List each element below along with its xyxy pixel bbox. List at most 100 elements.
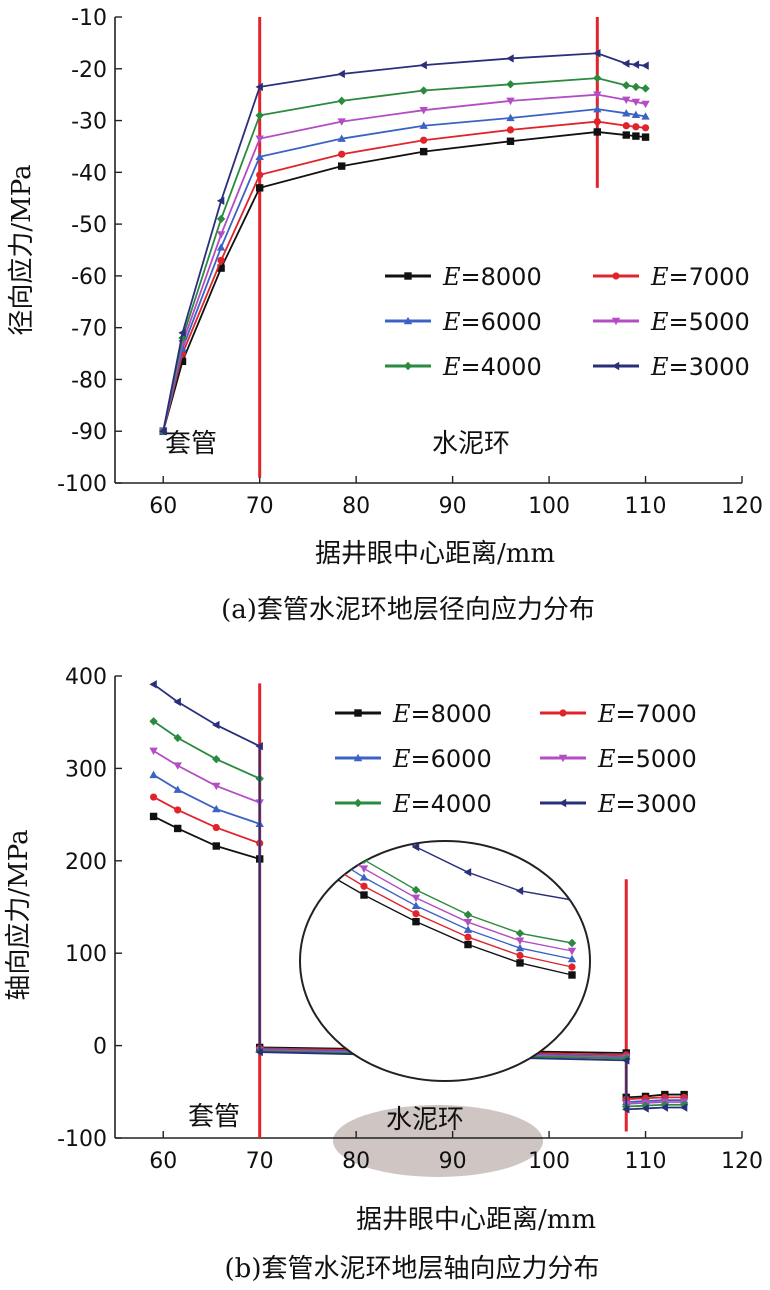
data-point-E8000 (641, 133, 650, 141)
data-point-zoom-E5000 (567, 947, 577, 956)
x-tick-label: 90 (439, 1149, 467, 1174)
x-axis-label: 据井眼中心距离/mm (315, 539, 555, 569)
legend-label-E6000: E=6000 (392, 745, 492, 773)
x-tick-label: 80 (342, 1149, 370, 1174)
data-point-E8000 (174, 824, 182, 833)
data-point-E6000 (149, 770, 158, 779)
data-point-legend-E4000 (403, 361, 413, 371)
data-point-E4000 (216, 214, 226, 224)
legend-label-E3000: E=3000 (597, 790, 697, 818)
x-axis-label: 据井眼中心距离/mm (356, 1205, 596, 1235)
data-point-E6000 (631, 110, 641, 119)
data-point-E7000 (217, 256, 225, 264)
data-point-zoom-E8000 (308, 861, 316, 869)
legend-label-E4000: E=4000 (392, 790, 492, 818)
legend-label-E7000: E=7000 (597, 700, 697, 728)
data-point-zoom-E3000 (308, 776, 315, 784)
legend-label-E4000: E=4000 (442, 353, 542, 381)
data-point-E3000 (660, 1103, 669, 1112)
data-point-E5000 (506, 97, 515, 106)
data-point-zoom-E7000 (412, 910, 420, 918)
data-point-legend-E6000 (403, 316, 413, 325)
data-point-zoom-E4000 (308, 821, 316, 829)
y-tick-label: -50 (71, 213, 107, 238)
data-point-legend-E7000 (559, 709, 567, 717)
data-point-E4000 (622, 81, 631, 90)
data-point-E8000 (178, 357, 187, 366)
region-label-cement: 水泥环 (432, 429, 510, 459)
legend-label-E5000: E=5000 (597, 745, 697, 773)
data-point-zoom-E4000 (463, 910, 473, 919)
legend-label-E3000: E=3000 (650, 353, 750, 381)
data-point-zoom-E8000 (464, 940, 472, 949)
x-tick-label: 110 (625, 1149, 667, 1174)
axial-stress-chart: 400 300 200 100 0 -100 60 70 80 90 100 110 120 E=800… (4, 665, 763, 1284)
data-point-E5000 (216, 231, 226, 239)
x-tick-label: 100 (528, 494, 570, 519)
y-tick-label: 200 (65, 850, 107, 875)
data-point-zoom-E4000 (411, 885, 421, 895)
y-tick-label: -60 (71, 265, 107, 290)
x-tick-label: 110 (625, 494, 667, 519)
data-point-E6000 (216, 243, 226, 251)
data-point-legend-E8000 (354, 709, 362, 717)
y-tick-label: -40 (71, 161, 107, 186)
data-point-zoom-E5000 (308, 832, 316, 839)
data-point-E4000 (149, 717, 158, 726)
data-point-E7000 (174, 806, 182, 814)
data-point-E5000 (149, 747, 158, 756)
data-point-E5000 (255, 135, 264, 143)
legend-label-E8000: E=8000 (442, 263, 542, 291)
data-point-zoom-E5000 (515, 937, 525, 945)
data-point-legend-E6000 (353, 753, 363, 762)
data-point-E3000 (255, 82, 263, 92)
data-point-E4000 (506, 80, 515, 89)
data-point-E5000 (631, 98, 641, 107)
data-point-E6000 (212, 804, 221, 813)
data-point-zoom-E3000 (515, 886, 524, 896)
y-tick-label: 400 (65, 665, 107, 690)
data-point-E7000 (632, 123, 640, 131)
data-point-E8000 (337, 162, 346, 170)
data-point-E8000 (622, 131, 630, 139)
y-tick-label: -100 (57, 472, 107, 497)
data-point-E8000 (419, 147, 428, 156)
data-point-E3000 (622, 1105, 630, 1114)
data-point-E3000 (149, 680, 157, 689)
data-point-E3000 (173, 697, 181, 707)
data-point-E5000 (641, 100, 650, 109)
data-point-E3000 (679, 1103, 688, 1112)
data-point-E7000 (593, 117, 601, 126)
legend-label-E6000: E=6000 (442, 308, 542, 336)
data-point-E6000 (337, 134, 346, 142)
chart-caption: (b)套管水泥环地层轴向应力分布 (225, 1254, 600, 1284)
data-point-E6000 (255, 152, 264, 160)
data-point-E8000 (593, 128, 602, 136)
y-tick-label: 100 (65, 942, 107, 967)
data-point-E3000 (622, 59, 630, 68)
x-tick-label: 90 (439, 494, 467, 519)
data-point-E8000 (149, 812, 158, 821)
data-point-zoom-E7000 (516, 951, 524, 960)
data-point-E8000 (506, 137, 515, 145)
zoom-inset (299, 776, 591, 1082)
x-tick-label: 120 (721, 494, 763, 519)
data-point-E3000 (622, 1056, 630, 1065)
zoom-line-E3000 (311, 841, 573, 901)
data-point-zoom-E5000 (411, 894, 421, 903)
data-point-zoom-E6000 (463, 925, 473, 933)
region-label-casing: 套管 (165, 429, 217, 459)
y-tick-label: -30 (71, 110, 107, 135)
x-tick-label: 70 (246, 494, 274, 519)
data-point-E7000 (338, 150, 346, 158)
data-point-E5000 (622, 96, 631, 105)
data-point-E3000 (212, 720, 220, 730)
x-tick-label: 60 (149, 1149, 177, 1174)
data-point-E3000 (641, 1104, 649, 1113)
region-label-casing: 套管 (188, 1102, 240, 1132)
data-point-E4000 (641, 84, 650, 93)
data-point-E5000 (212, 782, 221, 791)
data-point-E4000 (337, 96, 346, 106)
data-point-legend-E3000 (558, 798, 567, 808)
data-point-zoom-E7000 (308, 851, 316, 859)
